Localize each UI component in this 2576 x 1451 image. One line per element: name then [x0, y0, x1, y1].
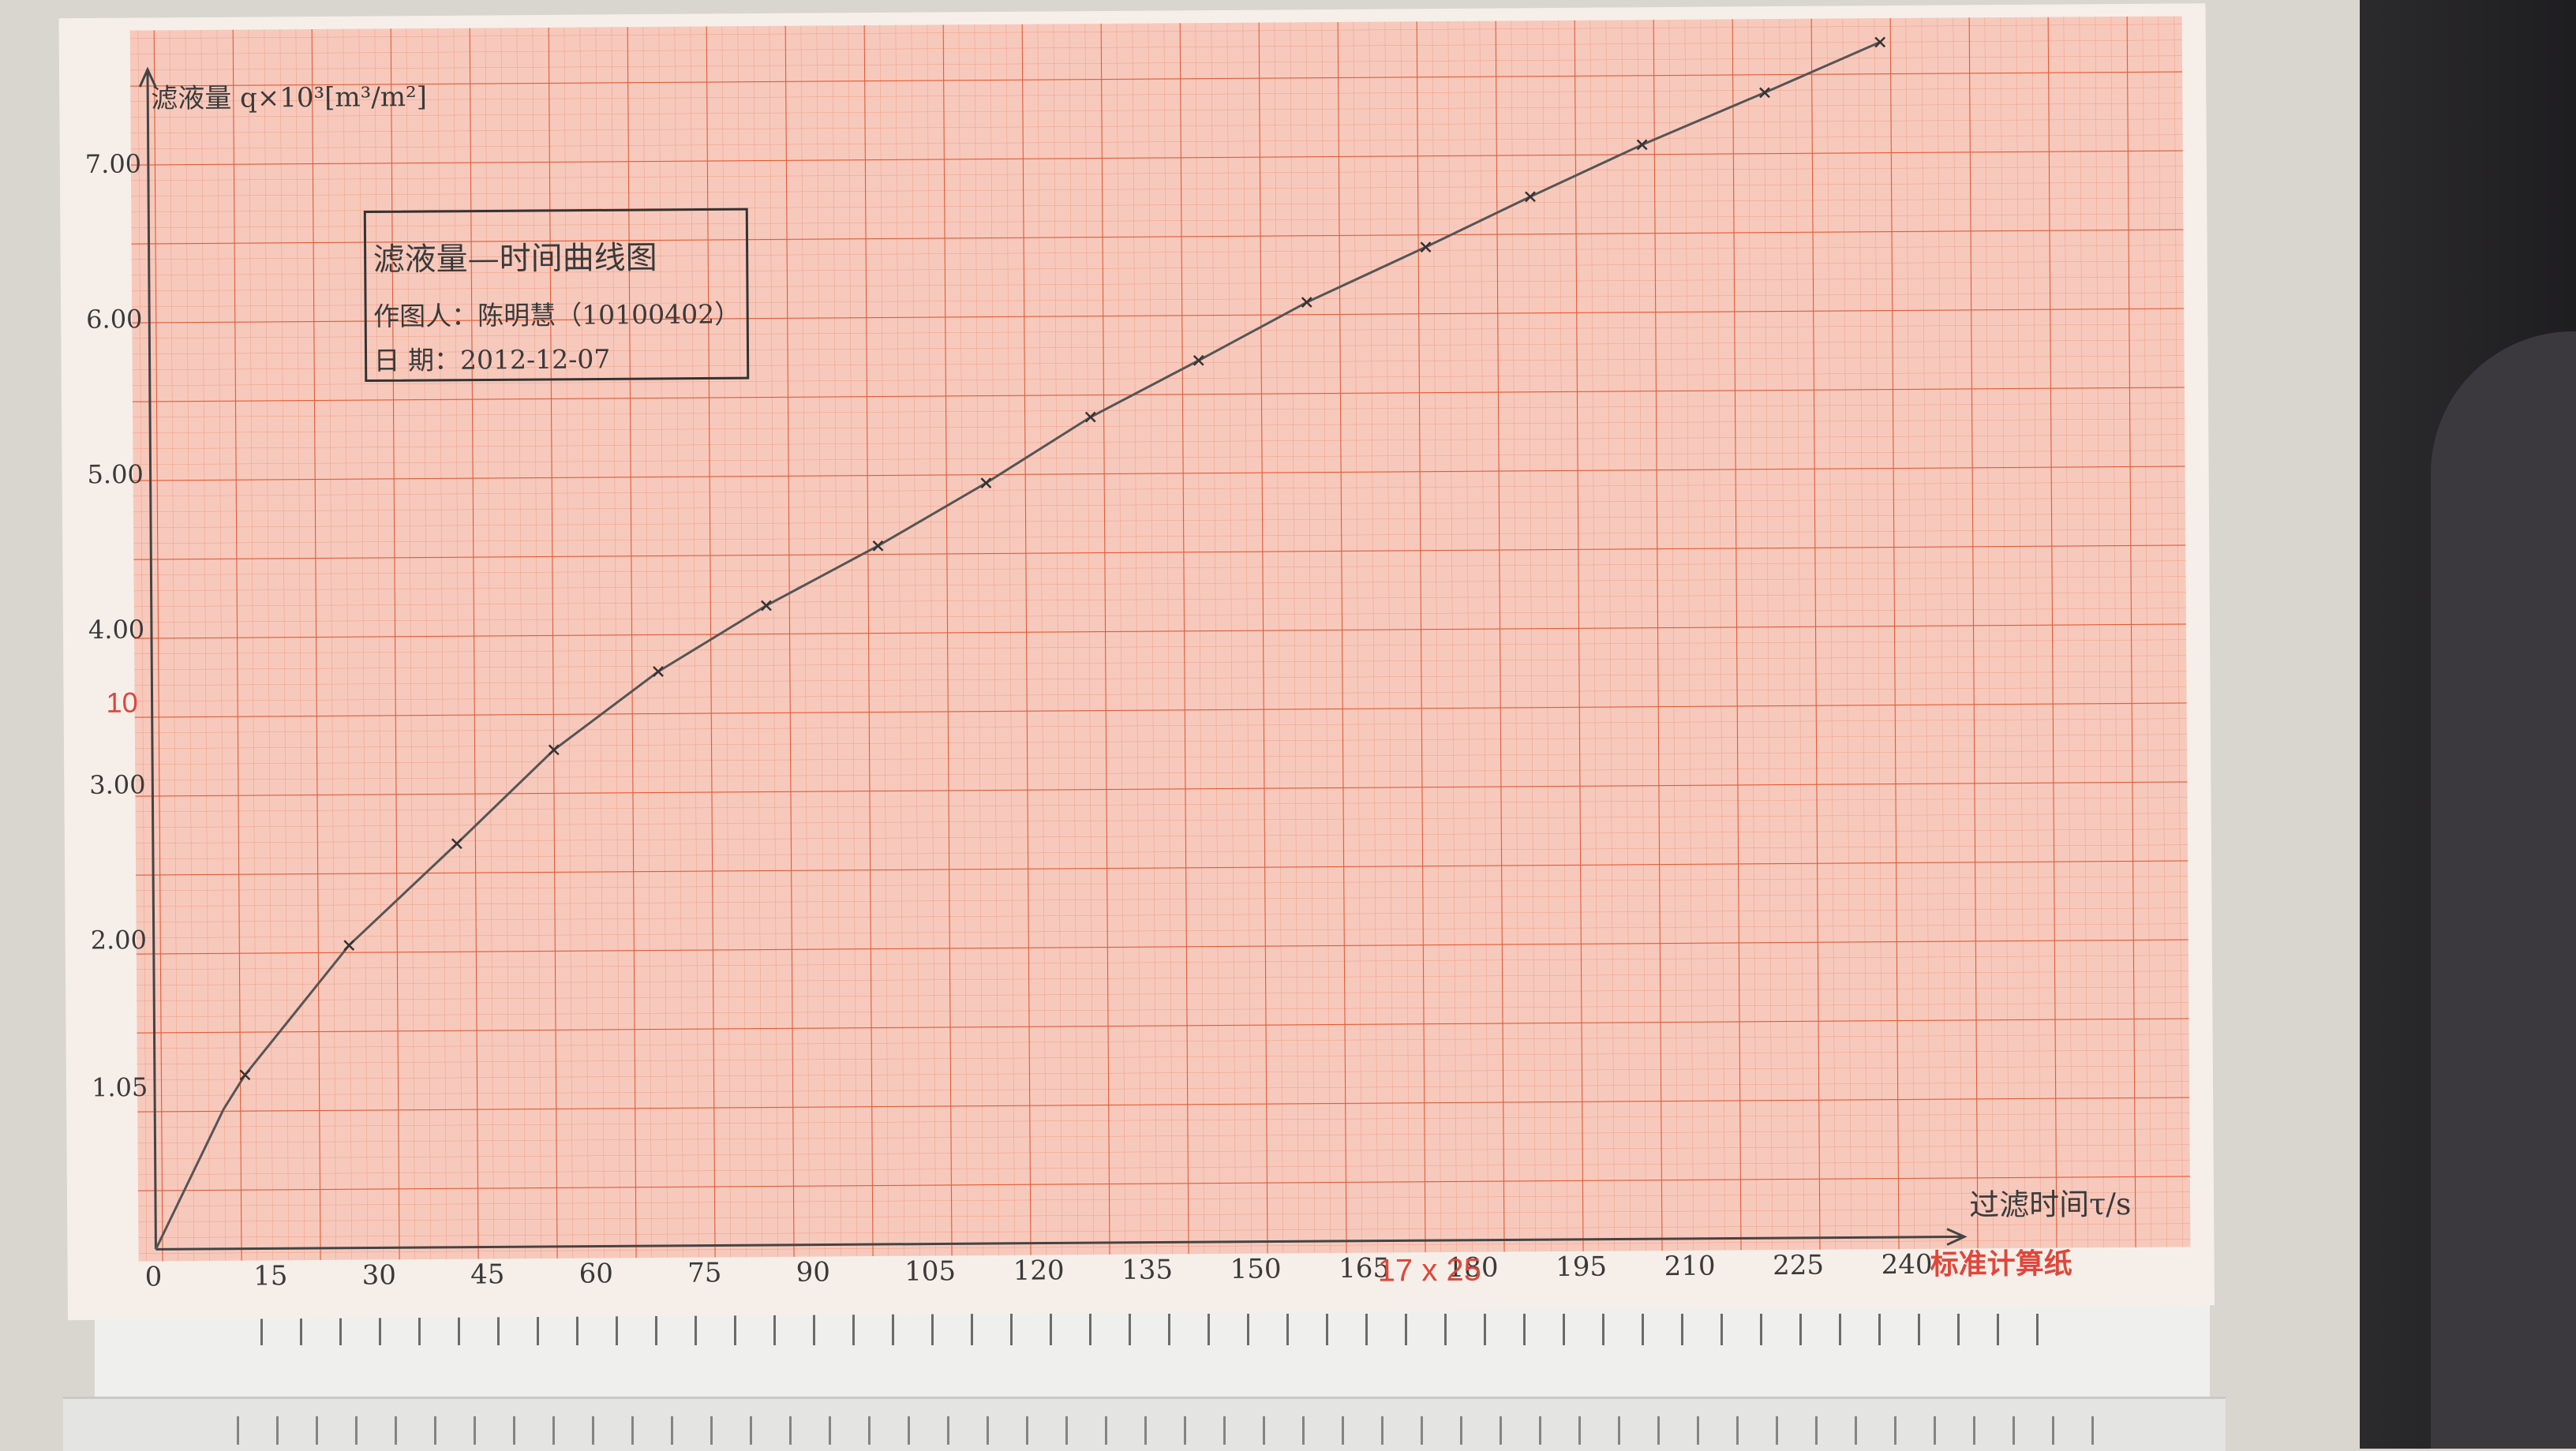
- x-tick-label: 195: [1556, 1251, 1607, 1283]
- data-point-marker: [1193, 354, 1204, 366]
- x-tick-label: 15: [253, 1260, 288, 1292]
- x-tick-label: 150: [1230, 1253, 1282, 1285]
- y-tick-label: 3.00: [89, 769, 146, 799]
- x-tick-label: 135: [1121, 1254, 1173, 1285]
- x-tick-label: 120: [1013, 1255, 1065, 1286]
- chart-title: 滤液量—时间曲线图: [373, 240, 657, 279]
- y-tick-labels: 1.05 2.00 3.00 4.00 5.00 6.00 7.00: [85, 149, 148, 1103]
- data-point-marker: [343, 940, 355, 952]
- data-point-marker: [548, 744, 560, 756]
- y-tick-label: 7.00: [85, 149, 142, 179]
- paper-sheet: 0 15 30 45 60 75 90 105 120 135 150 165 180 195 210 225…: [58, 3, 2215, 1321]
- dark-cloth: [2431, 331, 2576, 1449]
- y-axis-label: 滤液量 q×10³[m³/m²]: [151, 81, 427, 114]
- x-tick-label: 240: [1881, 1249, 1932, 1281]
- x-axis-line: [155, 1235, 1965, 1251]
- data-point-marker: [1084, 411, 1096, 423]
- grid-lines: [129, 16, 2191, 1262]
- paper-brand-label: 标准计算纸: [1930, 1247, 2072, 1280]
- data-point-marker: [1420, 241, 1432, 253]
- x-tick-label: 75: [687, 1257, 722, 1288]
- x-axis-arrow: [1946, 1228, 1968, 1246]
- data-point-marker: [1759, 87, 1770, 99]
- data-point-marker: [653, 666, 664, 678]
- x-axis-label: 过滤时间τ/s: [1969, 1187, 2132, 1222]
- paper-size-label: 17 x 25: [1378, 1253, 1482, 1288]
- chart-author: 作图人：陈明慧（10100402）: [373, 298, 740, 331]
- paper-printed-number: 10: [106, 686, 137, 719]
- data-point-marker: [239, 1069, 251, 1081]
- data-point-marker: [980, 477, 992, 489]
- plot-layer: 0 15 30 45 60 75 90 105 120 135 150 165 180 195 210 225…: [85, 36, 2132, 1293]
- title-box: 滤液量—时间曲线图 作图人：陈明慧（10100402） 日 期：2012-12-…: [363, 208, 750, 383]
- x-tick-label: 60: [579, 1258, 614, 1289]
- data-point-marker: [1874, 36, 1886, 48]
- y-tick-label: 4.00: [88, 615, 145, 645]
- x-tick-label: 225: [1773, 1250, 1824, 1281]
- x-tick-label: 45: [470, 1258, 505, 1290]
- data-point-marker: [1525, 191, 1536, 203]
- y-tick-label: 2.00: [91, 925, 148, 955]
- data-point-marker: [1636, 139, 1648, 151]
- x-tick-label: 30: [362, 1259, 397, 1291]
- data-point-marker: [872, 540, 884, 552]
- data-point-marker: [1301, 297, 1312, 309]
- x-tick-labels: 0 15 30 45 60 75 90 105 120 135 150 165 180 195 210 225…: [145, 1249, 1933, 1293]
- notebook-lower-tick-marks: [237, 1416, 2115, 1445]
- y-axis-line: [146, 69, 157, 1250]
- title-box-border: [363, 208, 750, 383]
- x-tick-label: 90: [796, 1256, 831, 1288]
- series-line: [155, 41, 1881, 1251]
- y-axis-arrow: [138, 66, 157, 88]
- data-markers: [239, 36, 1886, 1081]
- x-tick-label: 0: [145, 1261, 163, 1292]
- x-tick-label: 210: [1664, 1251, 1715, 1282]
- data-point-marker: [761, 600, 772, 611]
- notebook-tick-marks: [260, 1314, 2076, 1345]
- y-tick-label: 5.00: [87, 459, 144, 489]
- data-point-marker: [451, 838, 462, 850]
- y-tick-label: 1.05: [92, 1072, 148, 1102]
- x-tick-label: 105: [904, 1255, 956, 1287]
- x-tick-label: 180: [1447, 1252, 1499, 1284]
- x-tick-label: 165: [1339, 1252, 1390, 1284]
- y-tick-label: 6.00: [86, 304, 143, 334]
- chart-date: 日 期：2012-12-07: [373, 343, 610, 376]
